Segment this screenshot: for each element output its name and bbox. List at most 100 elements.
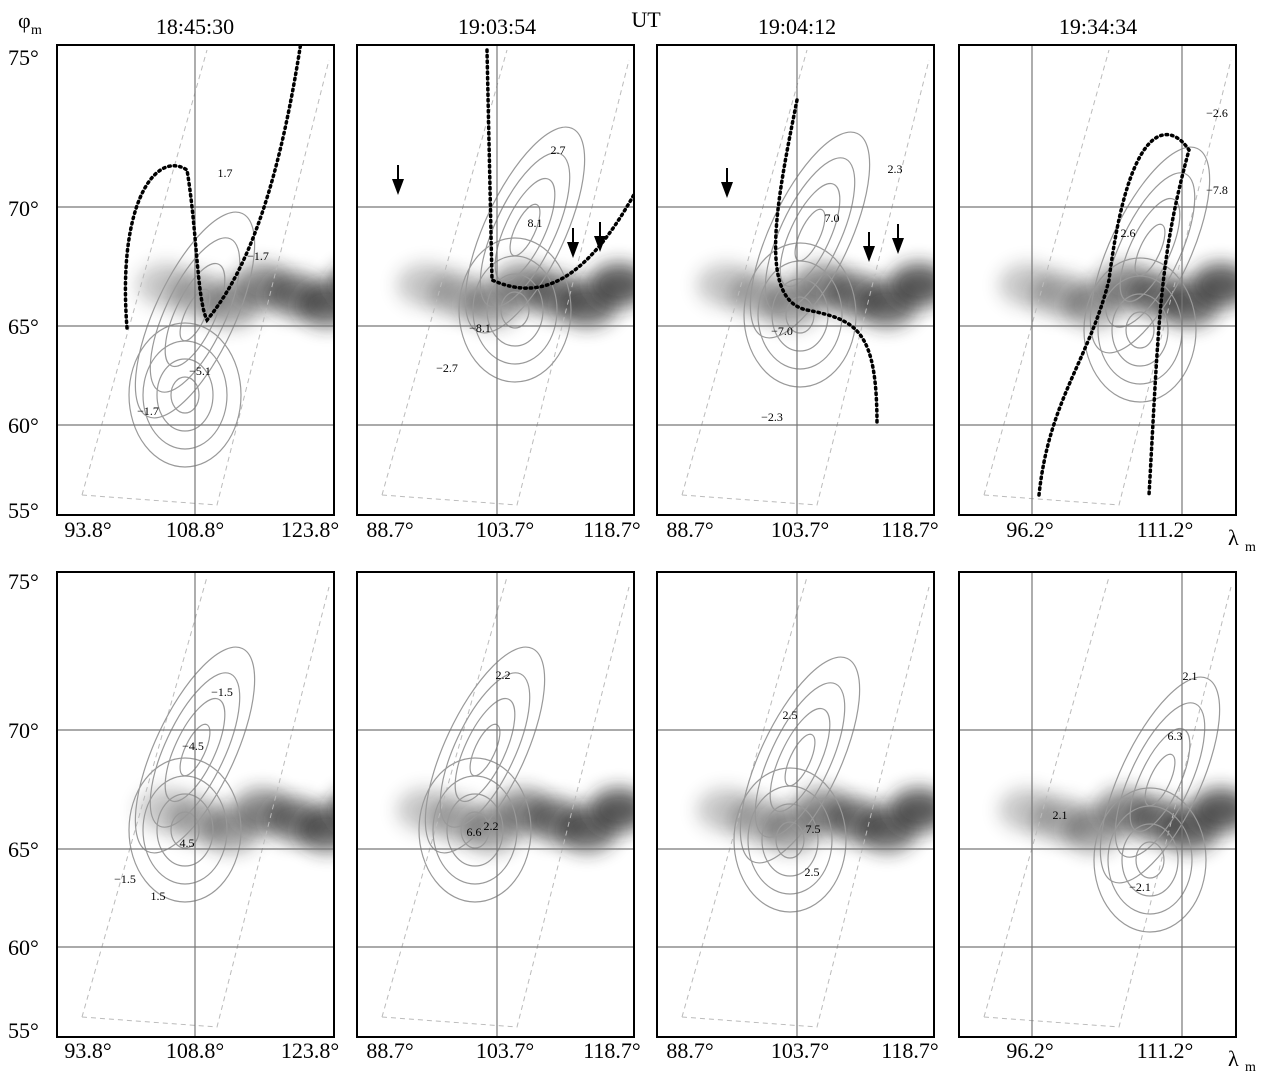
x-axis-symbol: λ (1228, 1046, 1239, 1071)
latitude-label: 60° (8, 413, 39, 438)
longitude-label: 118.7° (881, 517, 938, 542)
panel-time: 18:45:30 (156, 14, 234, 39)
y-axis-symbol: φ (18, 8, 31, 33)
longitude-label: 96.2° (1006, 1038, 1053, 1063)
contour-label: 2.3 (888, 162, 903, 176)
contour-label: 4.5 (180, 836, 195, 850)
longitude-label: 123.8° (281, 517, 339, 542)
contour-label: 2.5 (805, 865, 820, 879)
longitude-label: 118.7° (583, 1038, 640, 1063)
contour-label: 6.3 (1168, 729, 1183, 743)
aurora-blob (329, 788, 389, 832)
contour-label: 1.7 (218, 166, 233, 180)
panel (959, 572, 1251, 1037)
contour-label: −7.8 (1206, 183, 1228, 197)
longitude-label: 103.7° (476, 1038, 534, 1063)
aurora-blob (589, 263, 649, 307)
contour-label: 2.2 (496, 668, 511, 682)
latitude-label: 65° (8, 837, 39, 862)
contour-label: 7.5 (806, 822, 821, 836)
longitude-label: 96.2° (1006, 517, 1053, 542)
contour-label: −1.7 (247, 249, 269, 263)
panel (357, 572, 649, 1037)
latitude-label: 75° (8, 45, 39, 70)
latitude-label: 60° (8, 935, 39, 960)
arrow-head (721, 182, 733, 198)
aurora-blob (589, 788, 649, 832)
contour-label: 7.0 (825, 211, 840, 225)
contour (779, 730, 821, 789)
latitude-label: 75° (8, 569, 39, 594)
panel-time: 19:03:54 (458, 14, 536, 39)
longitude-label: 108.8° (166, 1038, 224, 1063)
contour-label: 2.5 (783, 708, 798, 722)
contour-label: 2.6 (1121, 226, 1136, 240)
contour-label: −2.1 (1129, 880, 1151, 894)
contour-label: −2.7 (436, 361, 458, 375)
aurora-blob (889, 788, 949, 832)
longitude-label: 111.2° (1137, 517, 1194, 542)
longitude-label: 103.7° (771, 517, 829, 542)
x-axis-symbol: λ (1228, 525, 1239, 550)
y-axis-subscript: m (31, 23, 42, 38)
panel (657, 45, 949, 515)
contour (143, 341, 227, 449)
contour-label: 2.7 (551, 143, 566, 157)
contour-label: −2.3 (761, 410, 783, 424)
aurora-blob (329, 263, 389, 307)
contour-label: −1.5 (114, 872, 136, 886)
latitude-label: 70° (8, 196, 39, 221)
latitude-label: 55° (8, 498, 39, 523)
latitude-label: 55° (8, 1018, 39, 1043)
contour-label: 8.1 (528, 216, 543, 230)
contour-label: 2.2 (484, 819, 499, 833)
longitude-label: 88.7° (666, 517, 713, 542)
contour (504, 200, 546, 259)
contour-label: 6.6 (467, 825, 482, 839)
longitude-label: 88.7° (666, 1038, 713, 1063)
contour-label: −1.7 (137, 404, 159, 418)
aurora-blob (1191, 788, 1251, 832)
panel (357, 45, 649, 515)
contour-label: 1.5 (151, 889, 166, 903)
contour-label: −1.5 (211, 685, 233, 699)
contour (1076, 662, 1243, 899)
longitude-label: 93.8° (64, 1038, 111, 1063)
contour-label: −7.0 (771, 324, 793, 338)
arrow-head (863, 246, 875, 262)
contour-label: −8.1 (469, 321, 491, 335)
panel-time: 19:34:34 (1059, 14, 1137, 39)
longitude-label: 111.2° (1137, 1038, 1194, 1063)
contour-label: 2.1 (1183, 669, 1198, 683)
figure: φ m UT λ m λ m 18:45:30 19:03:54 19:04:12 1… (0, 0, 1265, 1072)
aurora-blob (889, 263, 949, 307)
longitude-label: 118.7° (583, 517, 640, 542)
contour-label: −5.1 (189, 364, 211, 378)
panel (657, 572, 949, 1037)
contour-label: −2.6 (1206, 106, 1228, 120)
longitude-label: 93.8° (64, 517, 111, 542)
latitude-label: 65° (8, 314, 39, 339)
longitude-label: 108.8° (166, 517, 224, 542)
longitude-label: 118.7° (881, 1038, 938, 1063)
longitude-label: 123.8° (281, 1038, 339, 1063)
longitude-label: 103.7° (476, 517, 534, 542)
ut-label: UT (631, 7, 661, 32)
panel-time: 19:04:12 (758, 14, 836, 39)
longitude-label: 103.7° (771, 1038, 829, 1063)
aurora-blob (297, 283, 357, 327)
longitude-label: 88.7° (366, 1038, 413, 1063)
contour-label: −4.5 (182, 739, 204, 753)
x-axis-subscript: m (1245, 1060, 1256, 1072)
contour (464, 720, 506, 779)
x-axis-subscript: m (1245, 540, 1256, 555)
panel (57, 0, 389, 515)
contour-label: 2.1 (1053, 808, 1068, 822)
arrow-head (567, 242, 579, 258)
longitude-label: 88.7° (366, 517, 413, 542)
aurora-blob (1191, 263, 1251, 307)
panel (57, 572, 389, 1037)
latitude-label: 70° (8, 718, 39, 743)
contour (129, 323, 241, 467)
arrow-head (892, 238, 904, 254)
